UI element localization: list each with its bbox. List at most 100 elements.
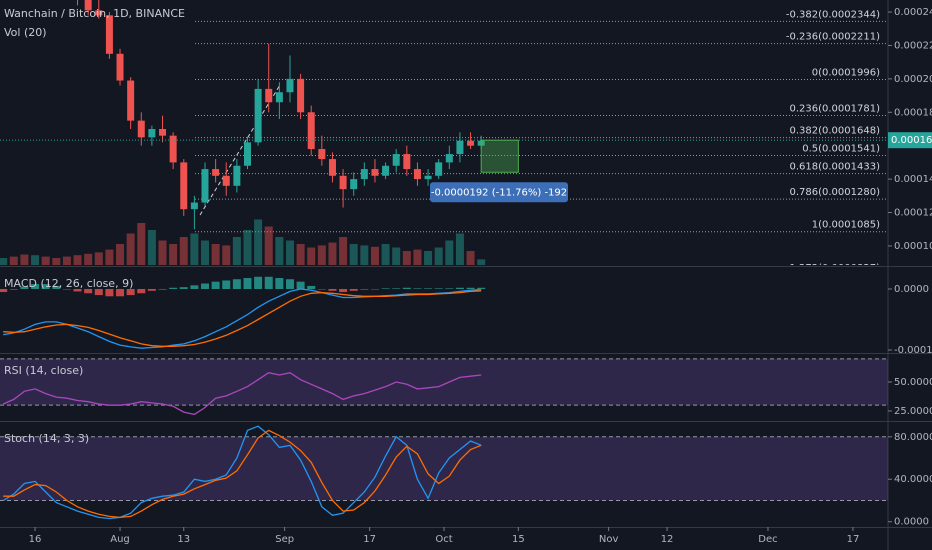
price-pane: -0.382(0.0002344) -0.236(0.0002211) 0(0.00… xyxy=(0,0,888,274)
macd-pane xyxy=(0,276,486,349)
measure-box xyxy=(430,182,568,203)
band-fill xyxy=(0,436,888,501)
histogram-bar xyxy=(73,288,82,292)
candle-body xyxy=(275,92,283,103)
candle-body xyxy=(403,154,411,170)
volume-bar xyxy=(285,240,294,265)
histogram-bar xyxy=(41,284,50,289)
fib-label: -0.382(0.0002344) xyxy=(786,9,880,20)
volume-bar xyxy=(381,244,390,265)
volume-bar xyxy=(211,244,220,265)
indicator-line xyxy=(2,425,482,520)
histogram-bar xyxy=(105,288,114,297)
histogram-bar xyxy=(137,288,146,294)
x-tick-label: 15 xyxy=(512,534,525,545)
volume-bar xyxy=(116,244,125,265)
indicator-line xyxy=(3,288,482,349)
candle-body xyxy=(424,175,432,180)
candle-body xyxy=(159,128,167,136)
candle-body xyxy=(222,175,230,186)
volume-bar xyxy=(317,245,326,265)
x-tick-label: 17 xyxy=(847,534,860,545)
volume-bar xyxy=(307,247,316,265)
histogram-bar xyxy=(147,288,156,291)
fib-label: -0.236(0.0002211) xyxy=(786,32,880,43)
histogram-bar xyxy=(31,284,40,289)
volume-title: Vol (20) xyxy=(4,26,47,39)
y-tick-label: 0.0002000 xyxy=(894,74,932,85)
candle-body xyxy=(137,120,145,138)
y-tick-label: 0.0001400 xyxy=(894,174,932,185)
fib-label: 0(0.0001996) xyxy=(812,68,880,79)
last-price-box xyxy=(888,132,932,149)
volume-bar xyxy=(264,226,273,265)
y-tick-label: 0.0000 xyxy=(894,284,929,295)
volume-bar xyxy=(232,237,241,265)
volume-bar xyxy=(434,247,443,265)
volume-bar xyxy=(137,223,146,265)
histogram-bar xyxy=(296,281,305,289)
histogram-bar xyxy=(424,288,433,289)
fib-label: 1.272(0.0000827) xyxy=(789,263,880,274)
y-tick-label: 0.0001000 xyxy=(894,241,932,252)
volume-bar xyxy=(243,230,252,265)
candle-body xyxy=(190,202,198,210)
histogram-bar xyxy=(116,288,125,297)
x-tick-label: 13 xyxy=(177,534,190,545)
candle-body xyxy=(467,140,475,146)
x-tick-label: 12 xyxy=(661,534,674,545)
volume-bar xyxy=(73,255,82,265)
volume-bar xyxy=(254,219,263,265)
chart-title: Wanchain / Bitcoin, 1D, BINANCE xyxy=(4,7,185,20)
candle-body xyxy=(360,169,368,180)
histogram-bar xyxy=(84,288,93,294)
histogram-bar xyxy=(52,285,61,289)
volume-bar xyxy=(147,230,156,265)
histogram-bar xyxy=(328,288,337,291)
fib-label: 0.786(0.0001280) xyxy=(789,187,880,198)
volume-bar xyxy=(222,245,231,265)
histogram-bar xyxy=(126,288,135,296)
candle-body xyxy=(371,169,379,176)
histogram-bar xyxy=(232,279,241,289)
histogram-bar xyxy=(402,287,411,289)
histogram-bar xyxy=(360,288,369,290)
volume-bar xyxy=(392,247,401,265)
volume-bar xyxy=(360,245,369,265)
y-tick-label: 0.0001200 xyxy=(894,208,932,219)
histogram-bar xyxy=(434,288,443,289)
indicator-line xyxy=(3,429,482,519)
y-tick-label: 0.0002400 xyxy=(894,7,932,18)
histogram-bar xyxy=(0,288,8,293)
candle-body xyxy=(456,140,464,155)
histogram-bar xyxy=(466,287,475,289)
x-tick-label: Nov xyxy=(599,534,619,545)
candle-body xyxy=(212,169,220,176)
candle-body xyxy=(95,10,103,16)
histogram-bar xyxy=(211,281,220,289)
last-price-label: 0.0001633 xyxy=(891,135,932,146)
histogram-bar xyxy=(62,288,71,290)
pane-title: Stoch (14, 3, 3) xyxy=(4,432,89,445)
candle-body xyxy=(180,162,188,210)
histogram-bar xyxy=(222,280,231,289)
candle-body xyxy=(445,154,453,163)
measure-area xyxy=(480,139,519,173)
histogram-bar xyxy=(477,287,486,289)
histogram-bar xyxy=(392,288,401,289)
volume-bar xyxy=(62,256,71,265)
candle-body xyxy=(127,80,135,121)
candle-body xyxy=(169,135,177,163)
y-tick-label: 0.0002200 xyxy=(894,40,932,51)
candle-body xyxy=(392,154,400,166)
volume-bar xyxy=(445,240,454,265)
histogram-bar xyxy=(370,288,379,290)
y-tick-label: 50.0000 xyxy=(894,377,932,388)
candle-body xyxy=(435,162,443,176)
volume-bar xyxy=(339,237,348,265)
volume-bar xyxy=(52,258,61,265)
histogram-bar xyxy=(243,278,252,289)
histogram-bar xyxy=(179,287,188,289)
candle-body xyxy=(328,159,336,176)
volume-bar xyxy=(20,254,29,265)
